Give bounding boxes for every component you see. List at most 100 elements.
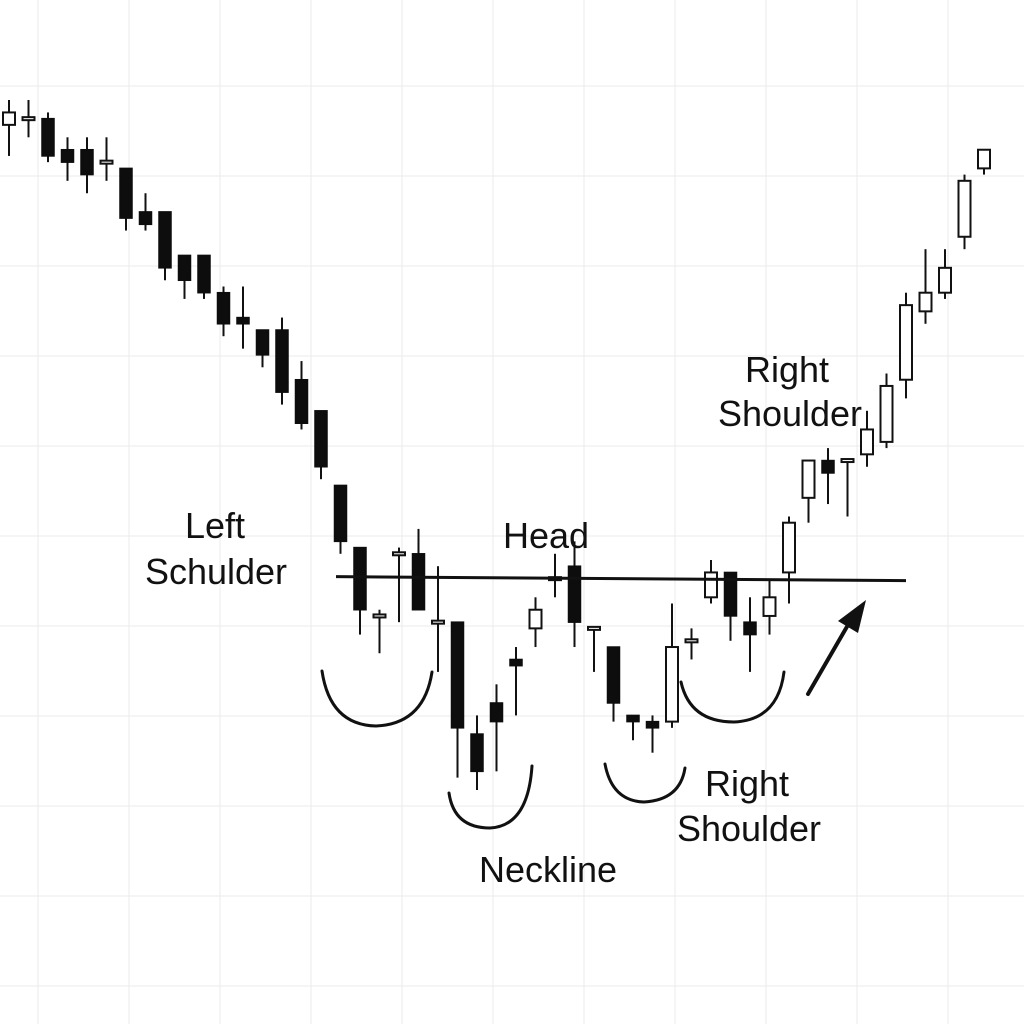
candle [723,571,738,641]
candle [450,621,465,778]
candle-body-bearish [489,702,504,723]
candle [899,292,913,399]
candle-body-bearish [41,117,55,157]
candle-body-bullish [704,571,718,599]
candle [41,112,55,163]
candle [626,714,640,741]
candle [957,174,972,250]
candle [860,410,874,467]
candle-body-bearish [255,329,270,356]
candle [353,546,367,635]
candle-body-bullish [957,179,972,238]
candle-body-bullish [2,111,16,126]
candle [21,100,36,138]
pattern-arc [320,669,434,728]
candle-body-bearish [606,646,621,704]
candle [567,541,582,648]
candle-body-bullish [528,608,543,630]
candle-body-bullish [860,428,874,456]
candle-body-bearish [723,571,738,617]
annotation-right-shoulder-top: Right Shoulder [718,349,862,434]
candle-body-bearish [645,720,660,729]
candle-body-bullish [762,596,777,617]
candle-body-bullish [801,459,816,499]
candle [938,249,952,299]
candle-body-bearish [80,148,94,176]
candle [684,628,699,660]
pattern-arc [679,670,786,724]
candle [392,547,406,623]
candle [314,410,328,480]
annotation-head: Head [503,515,589,556]
candle [470,715,484,790]
candle-body-bearish [236,316,250,325]
candle-body-bullish [782,521,796,574]
candle [918,249,933,324]
candle [60,137,75,181]
candle [645,715,660,753]
candle [665,603,679,728]
candle [528,597,543,648]
candle-body-bearish [314,410,328,468]
candle-body-bullish [99,159,114,165]
candle [275,317,289,405]
candle-body-bullish [918,291,933,313]
breakout-arrow [806,600,866,696]
candles [2,100,991,790]
candle-body-bullish [684,638,699,644]
pattern-arc [447,764,534,830]
candle-body-bullish [665,646,679,723]
candle [119,167,133,231]
candle [743,597,757,672]
candle-body-bearish [275,329,289,393]
candle [431,566,445,672]
candle-body-bullish [840,458,855,464]
candle-body-bearish [509,658,523,667]
candle [606,646,621,722]
candle [879,373,894,449]
pattern-arc [603,762,687,804]
candle [821,448,835,505]
candle [333,484,348,554]
annotation-left-shoulder: Left Schulder [145,505,287,592]
annotation-right-shoulder-bottom: Right Shoulder [677,763,821,849]
candle [99,137,114,181]
candle-body-bullish [431,619,445,625]
candle-body-bearish [158,211,172,269]
candle-body-bearish [470,733,484,773]
candle-body-bullish [938,266,952,294]
candle [177,254,192,299]
candle-body-bullish [21,116,36,122]
candle-body-bearish [743,621,757,636]
candle [294,361,309,430]
candle-body-bullish [879,384,894,443]
candle [255,329,270,368]
candle-body-bullish [392,551,406,557]
candle-body-bearish [333,484,348,543]
candle-body-bearish [626,714,640,723]
candle [801,459,816,523]
candle-body-bearish [177,254,192,282]
candle-body-bullish [372,613,387,619]
candle [704,560,718,604]
pattern-arcs [320,669,786,830]
annotations: Left Schulder Head Neckline Right Should… [145,349,862,890]
candle [197,254,211,299]
candle [158,211,172,281]
candle [216,286,231,337]
candle-body-bearish [216,291,231,325]
candle [138,193,153,231]
candle-body-bearish [821,459,835,474]
candle-body-bearish [450,621,465,729]
candle-body-bullish [899,304,913,381]
candle [587,625,601,672]
candle [489,684,504,772]
candle-body-bearish [411,553,426,611]
candle [372,609,387,654]
candle-body-bearish [197,254,211,294]
candle-body-bullish [977,148,991,170]
candle [2,100,16,156]
